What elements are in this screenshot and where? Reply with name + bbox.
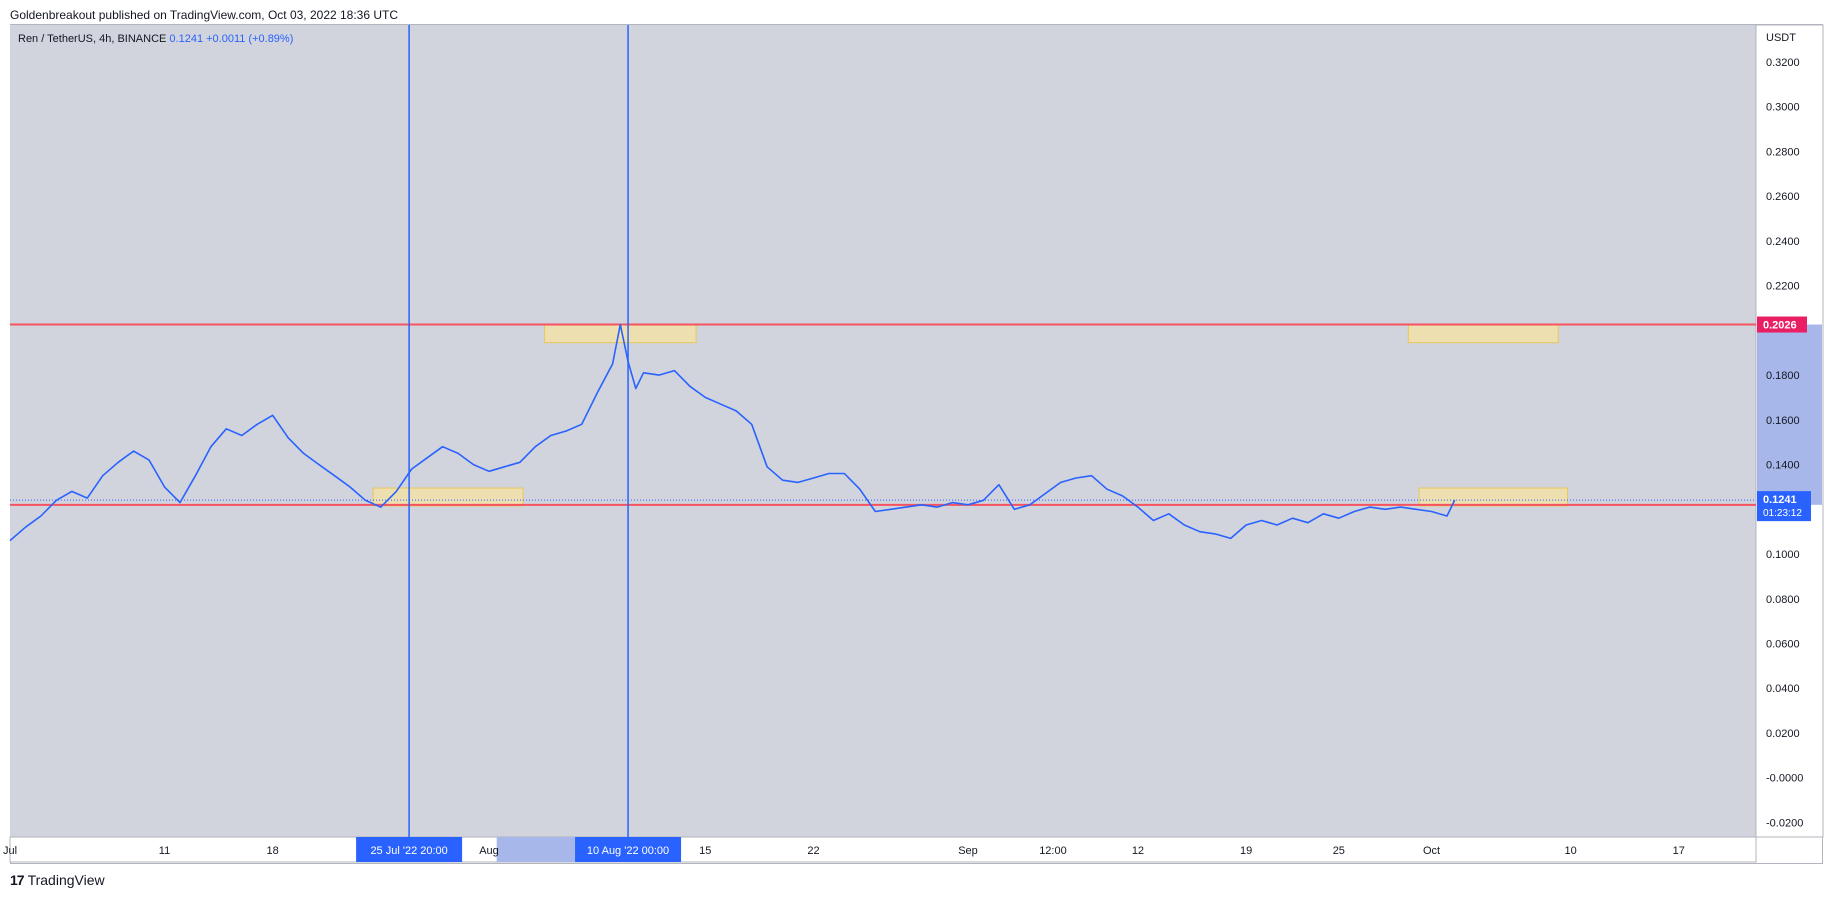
y-tick-label: 0.0800	[1766, 594, 1800, 606]
brand-name: TradingView	[27, 872, 105, 888]
x-tick-label: 18	[267, 845, 279, 857]
x-tick-label: 17	[1673, 845, 1685, 857]
x-tick-label: Sep	[958, 845, 978, 857]
y-tick-label: 0.2800	[1766, 146, 1800, 158]
x-tick-label: Oct	[1423, 845, 1440, 857]
marker-date-label: 10 Aug '22 00:00	[587, 845, 669, 857]
tradingview-logo-icon: 17	[10, 872, 25, 888]
x-tick-label: Jul	[3, 845, 17, 857]
y-tick-label: 0.0600	[1766, 639, 1800, 651]
x-tick-label: 11	[159, 845, 170, 857]
y-tick-label: 0.2600	[1766, 191, 1800, 203]
zone-layer	[372, 324, 1568, 507]
y-tick-label: 0.1600	[1766, 415, 1800, 427]
y-tick-label: -0.0200	[1766, 817, 1803, 829]
y-tick-label: 0.3200	[1766, 57, 1800, 69]
highlight-zone[interactable]	[1418, 487, 1568, 507]
x-tick-label: Aug	[479, 845, 499, 857]
marker-date-tag	[575, 837, 682, 862]
highlight-zone[interactable]	[372, 487, 524, 507]
publish-info: Goldenbreakout published on TradingView.…	[10, 8, 399, 22]
price-range-highlight	[1757, 324, 1822, 505]
y-tick-label: 0.3000	[1766, 102, 1800, 114]
highlight-zone[interactable]	[1407, 324, 1559, 344]
level-price-label: 0.2026	[1763, 320, 1797, 332]
y-tick-label: 0.2400	[1766, 236, 1800, 248]
x-tick-label: 12:00	[1039, 845, 1067, 857]
last-price-label: 0.1241	[1763, 494, 1797, 506]
horizontal-level-layer	[10, 323, 1756, 506]
last-price-tag	[1757, 491, 1811, 522]
y-tick-label: -0.0000	[1766, 773, 1803, 785]
y-tick-label: 0.0400	[1766, 683, 1800, 695]
y-tick-label: 0.2200	[1766, 281, 1800, 293]
x-tick-layer: Jul 11 18 Aug 15 22 Sep 12:00 12 19 25 Oct 10 17	[3, 845, 1685, 857]
x-tick-label: 25	[1333, 845, 1345, 857]
y-tick-layer: 0.3200 0.3000 0.2800 0.2600 0.2400 0.2200 0.18…	[1766, 57, 1803, 830]
y-tick-label: 0.0200	[1766, 728, 1800, 740]
footer: 17 TradingView	[10, 872, 105, 888]
x-tick-label: 15	[699, 845, 711, 857]
label-layer: 25 Jul '22 20:00 10 Aug '22 00:00 0.2026 0.…	[356, 316, 1811, 862]
x-tick-label: 19	[1240, 845, 1252, 857]
y-tick-label: 0.1000	[1766, 549, 1800, 561]
y-tick-label: 0.1800	[1766, 370, 1800, 382]
x-tick-label: 22	[807, 845, 819, 857]
legend-price-change: 0.1241 +0.0011 (+0.89%)	[169, 33, 293, 45]
marker-date-tag	[356, 837, 463, 862]
series-layer	[9, 323, 1456, 542]
vertical-marker-layer	[408, 25, 629, 837]
marker-date-label: 25 Jul '22 20:00	[370, 845, 447, 857]
countdown-label: 01:23:12	[1763, 508, 1802, 519]
plot-area[interactable]	[10, 25, 1756, 837]
time-axis[interactable]	[9, 836, 1757, 863]
symbol-legend: Ren / TetherUS, 4h, BINANCE 0.1241 +0.00…	[18, 33, 293, 45]
x-tick-label: 10	[1564, 845, 1576, 857]
level-price-tag	[1757, 316, 1807, 333]
legend-symbol: Ren / TetherUS, 4h, BINANCE	[18, 33, 169, 45]
price-series-line[interactable]	[9, 323, 1456, 542]
y-tick-label: 0.1400	[1766, 460, 1800, 472]
x-tick-label: 12	[1132, 845, 1144, 857]
currency-label: USDT	[1766, 32, 1796, 44]
